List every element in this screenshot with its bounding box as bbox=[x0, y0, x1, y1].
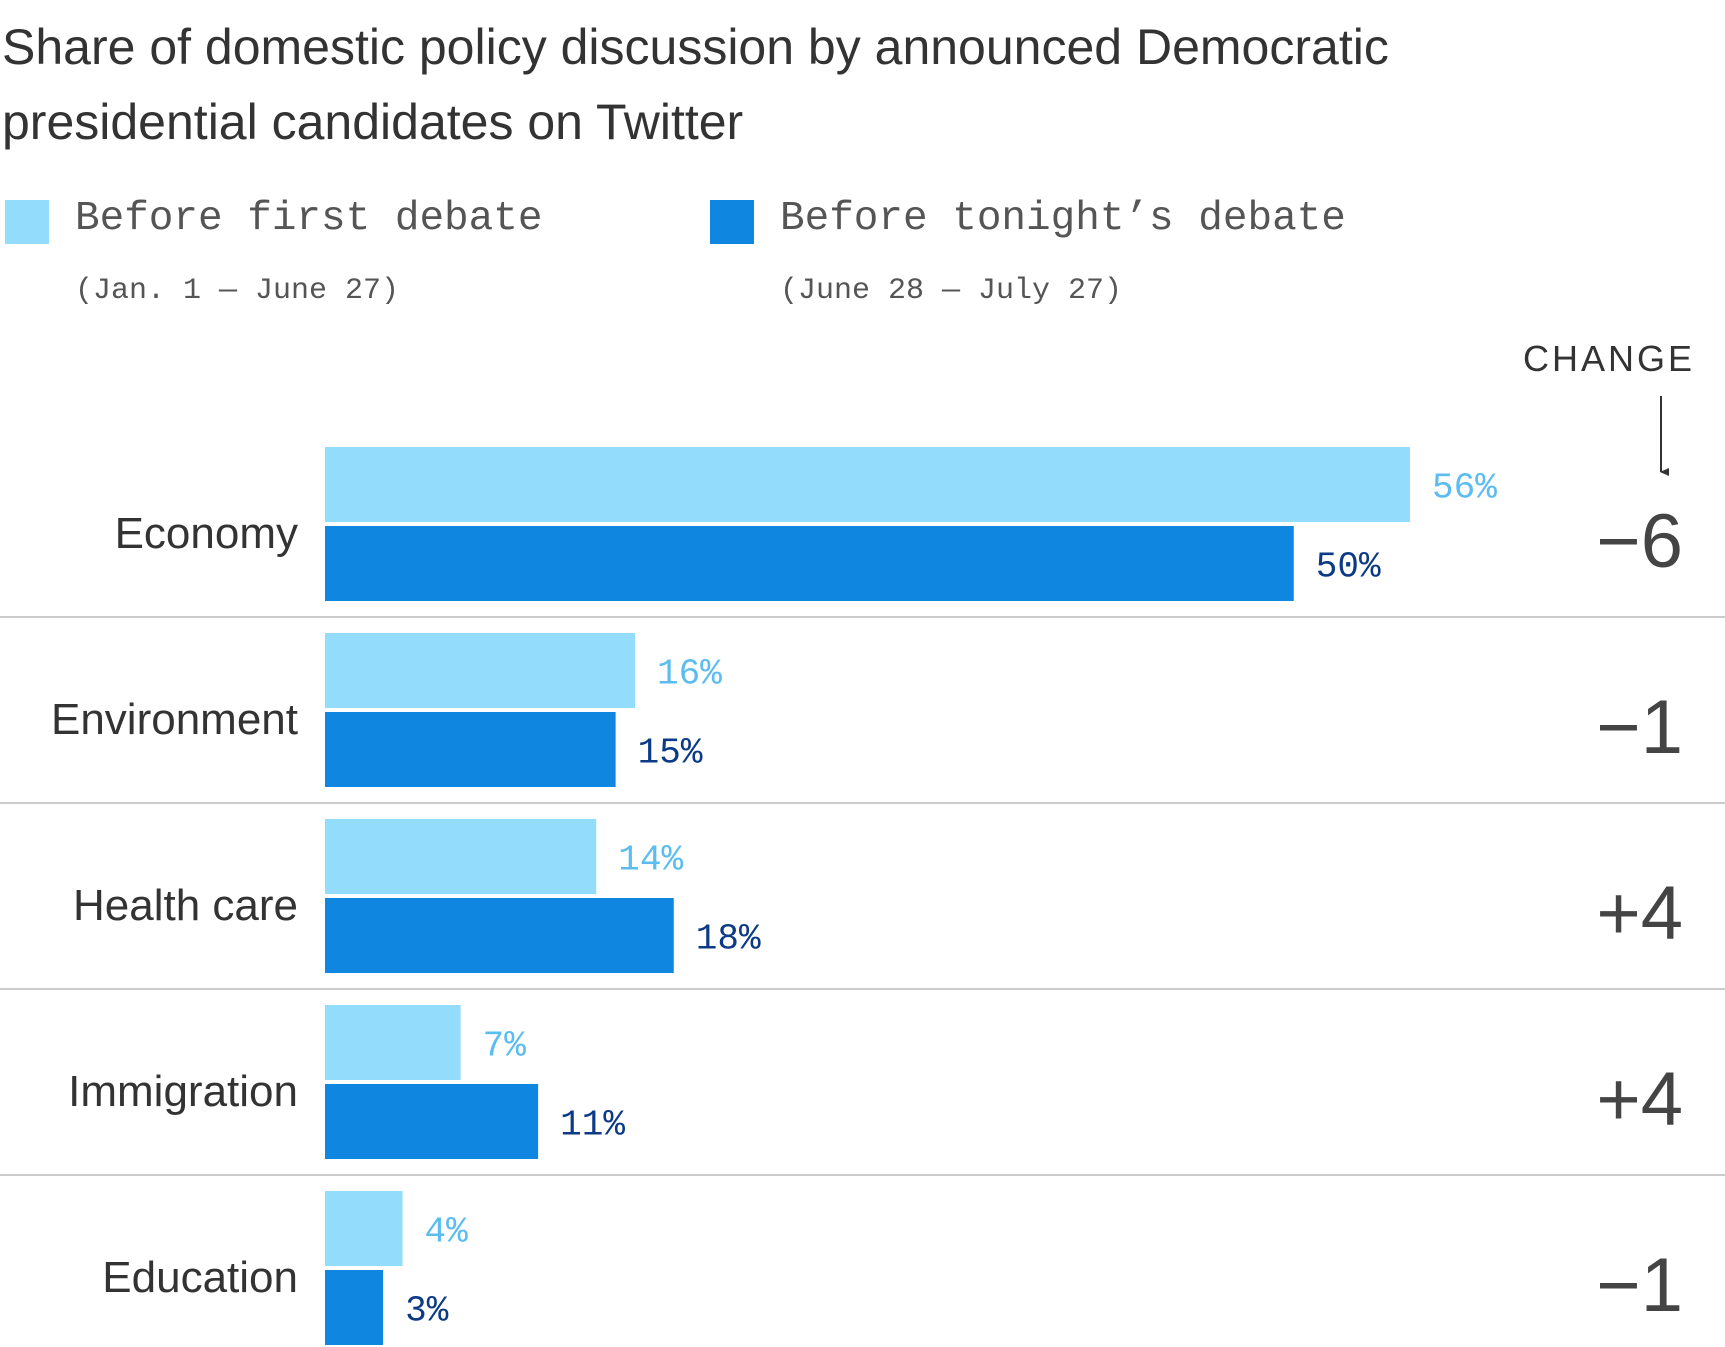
value-label-economy-series-1: 56% bbox=[1432, 468, 1497, 509]
chart-title: Share of domestic policy discussion by a… bbox=[2, 19, 1389, 150]
value-label-environment-series-1: 16% bbox=[657, 654, 722, 695]
category-label-education: Education bbox=[102, 1253, 298, 1302]
legend-swatch-dark bbox=[710, 200, 754, 244]
change-column-header: CHANGE bbox=[1522, 338, 1695, 379]
bar-health-care-series-1 bbox=[325, 819, 597, 894]
bar-environment-series-1 bbox=[325, 633, 635, 708]
value-label-education-series-2: 3% bbox=[405, 1291, 449, 1332]
bar-economy-series-1 bbox=[325, 447, 1410, 522]
bar-education-series-2 bbox=[325, 1270, 384, 1345]
change-value-education: −1 bbox=[1596, 1243, 1683, 1328]
legend-label: Before tonight’s debate bbox=[780, 196, 1346, 242]
legend-swatch-light bbox=[5, 200, 49, 244]
value-label-immigration-series-2: 11% bbox=[560, 1105, 625, 1146]
value-label-economy-series-2: 50% bbox=[1316, 547, 1381, 588]
category-label-health-care: Health care bbox=[73, 881, 298, 930]
category-label-environment: Environment bbox=[51, 695, 298, 744]
value-label-education-series-1: 4% bbox=[425, 1212, 469, 1253]
change-value-immigration: +4 bbox=[1596, 1057, 1683, 1142]
change-value-environment: −1 bbox=[1596, 685, 1683, 770]
value-label-health-care-series-1: 14% bbox=[618, 840, 683, 881]
legend-date-range: (June 28 — July 27) bbox=[780, 274, 1123, 308]
bar-economy-series-2 bbox=[325, 526, 1294, 601]
change-value-economy: −6 bbox=[1596, 499, 1683, 584]
value-label-environment-series-2: 15% bbox=[638, 733, 703, 774]
category-label-economy: Economy bbox=[115, 509, 298, 558]
bar-environment-series-2 bbox=[325, 712, 616, 787]
legend-date-range: (Jan. 1 — June 27) bbox=[75, 274, 400, 308]
change-value-health-care: +4 bbox=[1596, 871, 1683, 956]
value-label-immigration-series-1: 7% bbox=[483, 1026, 527, 1067]
legend-label: Before first debate bbox=[75, 196, 543, 242]
category-label-immigration: Immigration bbox=[68, 1067, 298, 1116]
value-label-health-care-series-2: 18% bbox=[696, 919, 761, 960]
bar-immigration-series-1 bbox=[325, 1005, 461, 1080]
bar-health-care-series-2 bbox=[325, 898, 674, 973]
bar-immigration-series-2 bbox=[325, 1084, 539, 1159]
bar-education-series-1 bbox=[325, 1191, 403, 1266]
